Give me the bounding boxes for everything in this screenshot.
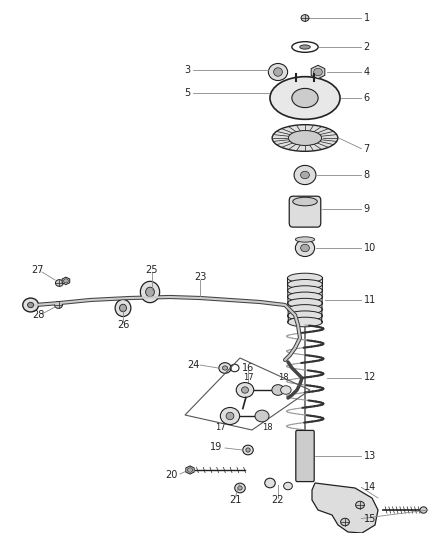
Ellipse shape	[187, 468, 193, 472]
Polygon shape	[186, 466, 194, 474]
FancyBboxPatch shape	[296, 431, 314, 482]
Ellipse shape	[287, 298, 322, 308]
Ellipse shape	[272, 125, 338, 151]
Ellipse shape	[287, 286, 322, 295]
Ellipse shape	[281, 386, 291, 394]
Ellipse shape	[294, 165, 316, 184]
Text: 4: 4	[364, 67, 370, 77]
Ellipse shape	[238, 486, 242, 490]
Ellipse shape	[145, 287, 154, 297]
Text: 12: 12	[364, 373, 376, 383]
Ellipse shape	[56, 280, 64, 286]
Text: 6: 6	[364, 93, 370, 103]
Text: 10: 10	[364, 243, 376, 253]
Ellipse shape	[284, 482, 293, 490]
Ellipse shape	[287, 279, 322, 289]
Ellipse shape	[226, 412, 234, 419]
Ellipse shape	[235, 483, 245, 493]
Text: 13: 13	[364, 451, 376, 461]
Ellipse shape	[341, 518, 350, 526]
Text: 25: 25	[146, 265, 158, 275]
Text: 18: 18	[261, 424, 272, 432]
Text: 26: 26	[117, 320, 129, 330]
Ellipse shape	[293, 197, 317, 206]
Ellipse shape	[300, 244, 309, 252]
Ellipse shape	[140, 281, 159, 303]
Ellipse shape	[23, 298, 39, 312]
Ellipse shape	[288, 131, 321, 146]
Text: 2: 2	[364, 42, 370, 52]
Ellipse shape	[243, 445, 253, 455]
Text: 11: 11	[364, 295, 376, 305]
Ellipse shape	[295, 239, 314, 256]
Ellipse shape	[300, 45, 310, 49]
Text: 9: 9	[364, 204, 370, 214]
Ellipse shape	[287, 311, 322, 320]
Ellipse shape	[223, 366, 228, 370]
Text: 23: 23	[194, 272, 206, 282]
Text: 1: 1	[364, 13, 370, 23]
Polygon shape	[62, 277, 70, 285]
Ellipse shape	[246, 448, 250, 452]
Ellipse shape	[287, 292, 322, 302]
Ellipse shape	[255, 410, 269, 422]
Ellipse shape	[236, 383, 254, 398]
Ellipse shape	[265, 478, 275, 488]
Ellipse shape	[356, 501, 364, 508]
Ellipse shape	[55, 302, 63, 309]
Ellipse shape	[120, 304, 127, 312]
Text: 14: 14	[364, 482, 376, 492]
Ellipse shape	[64, 279, 68, 283]
Text: 27: 27	[32, 265, 44, 275]
Ellipse shape	[219, 362, 231, 373]
Text: 19: 19	[210, 442, 222, 452]
Ellipse shape	[220, 407, 240, 424]
Text: 18: 18	[278, 374, 288, 383]
Ellipse shape	[287, 305, 322, 314]
Text: 28: 28	[32, 310, 44, 320]
Ellipse shape	[115, 300, 131, 317]
Ellipse shape	[241, 387, 248, 393]
Text: 24: 24	[187, 360, 200, 370]
Text: 21: 21	[229, 495, 241, 505]
Polygon shape	[312, 483, 378, 533]
Ellipse shape	[28, 302, 34, 308]
Ellipse shape	[420, 507, 427, 513]
Ellipse shape	[314, 68, 322, 76]
Text: 20: 20	[166, 470, 178, 480]
Text: 5: 5	[184, 87, 191, 98]
Ellipse shape	[274, 68, 283, 76]
Text: 3: 3	[184, 65, 191, 75]
Text: 7: 7	[364, 144, 370, 154]
Text: 22: 22	[272, 495, 284, 505]
Text: 16: 16	[242, 363, 254, 373]
Text: 17: 17	[243, 374, 253, 383]
Ellipse shape	[272, 385, 284, 395]
Ellipse shape	[300, 171, 309, 179]
FancyBboxPatch shape	[289, 196, 321, 227]
Ellipse shape	[268, 63, 288, 80]
Ellipse shape	[287, 273, 322, 283]
Polygon shape	[311, 65, 325, 79]
Ellipse shape	[301, 14, 309, 21]
Text: 17: 17	[215, 424, 225, 432]
Ellipse shape	[292, 88, 318, 108]
Ellipse shape	[287, 317, 322, 327]
Text: 8: 8	[364, 170, 370, 180]
Ellipse shape	[295, 237, 314, 242]
Text: 15: 15	[364, 513, 376, 523]
Ellipse shape	[270, 77, 340, 119]
